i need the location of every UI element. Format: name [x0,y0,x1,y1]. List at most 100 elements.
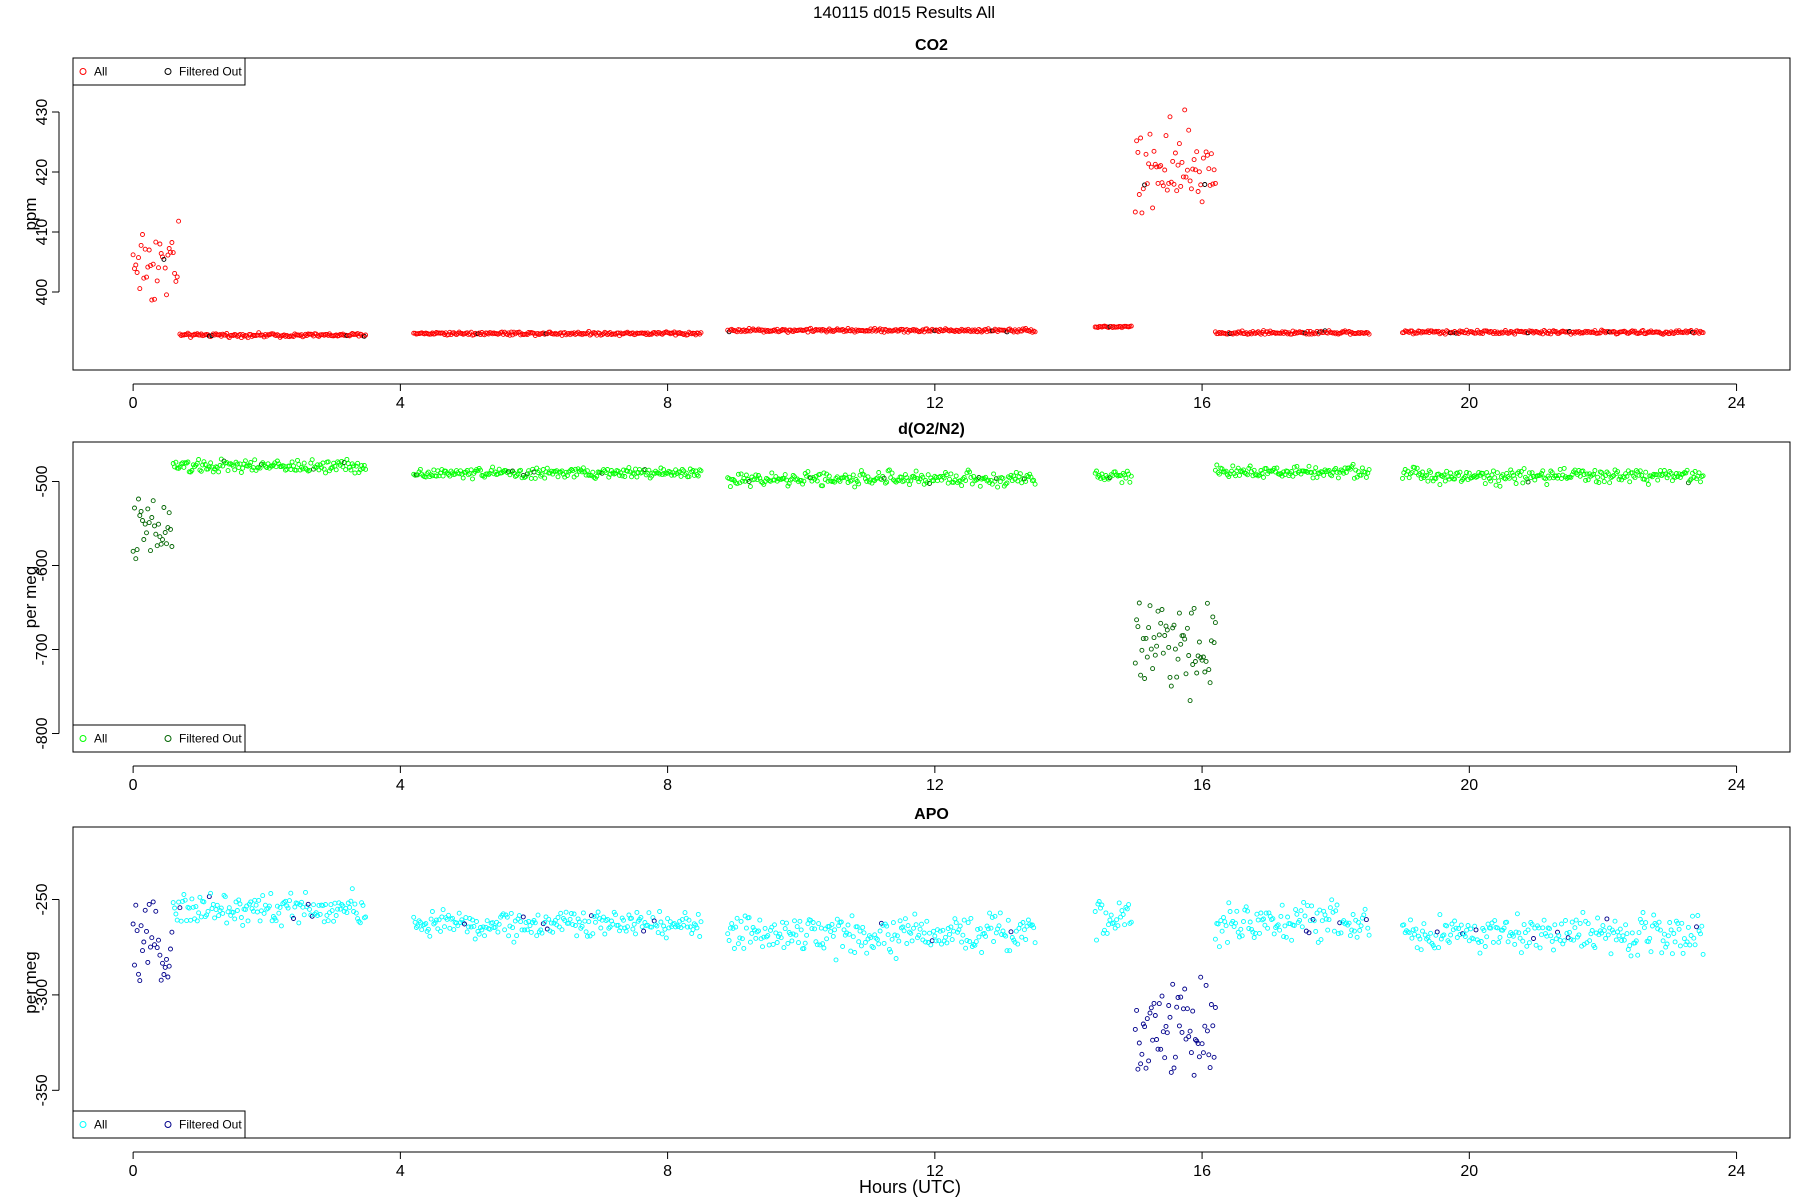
filtered-point [177,905,183,911]
all-point [572,923,578,928]
all-point [1623,922,1629,928]
all-point [833,957,839,963]
all-point [547,928,553,934]
all-point [228,461,234,467]
all-point [337,906,343,912]
all-point [478,925,483,930]
all-point [1601,479,1607,485]
apo-y-tick-label: -350 [34,1074,51,1106]
all-point [508,910,514,916]
all-point [1428,469,1434,475]
all-point [885,932,891,938]
all-point [805,469,811,475]
all-point [1175,162,1181,168]
all-point [1421,921,1427,927]
all-point [160,254,165,260]
all-point [1289,469,1295,474]
all-point [992,478,998,484]
filtered-point [149,935,155,941]
all-point [463,915,469,921]
all-point [1263,466,1269,471]
all-point [734,915,740,921]
all-point [1526,940,1532,946]
d-o2-n2-y-tick-label: -700 [34,633,51,665]
all-point [190,904,196,910]
all-point [841,927,847,933]
all-point [1641,925,1647,931]
all-point [1699,923,1705,929]
filtered-point [138,923,144,929]
all-point [820,483,826,489]
all-point [852,484,858,490]
all-point [563,909,569,915]
all-point [146,247,152,253]
all-point [1444,468,1450,474]
all-point [1635,952,1641,958]
all-point [252,897,258,903]
all-point [686,474,692,480]
all-point [1221,915,1226,920]
all-point [622,474,628,479]
filtered-point [148,944,153,950]
all-point [985,477,991,483]
all-point [1486,476,1492,481]
all-point [1020,920,1026,925]
all-point [1358,472,1364,478]
all-point [316,467,322,473]
all-point [1644,477,1650,483]
all-point [1600,923,1606,929]
filtered-point [1135,624,1141,630]
all-point [1234,908,1240,914]
all-point [226,905,232,911]
all-point [911,473,916,479]
all-point [1111,920,1117,926]
all-point [861,930,867,936]
all-point [1245,472,1250,478]
all-point [848,948,854,954]
all-point [631,921,637,927]
filtered-point [1160,650,1166,656]
all-point [1167,114,1173,120]
all-point [1005,917,1011,923]
all-point [824,936,830,942]
all-point [1484,934,1490,940]
all-point [955,929,961,935]
filtered-point [1202,1023,1208,1029]
all-point [1015,478,1021,484]
all-point [1572,330,1578,336]
filtered-point [156,937,161,943]
all-point [348,467,354,473]
all-point [969,481,975,487]
filtered-point [161,972,167,977]
all-point [968,915,974,921]
all-point [1539,471,1544,476]
filtered-point [1135,1066,1141,1072]
all-point [1640,910,1646,915]
apo-panel: APO 0 4 8 12 16 20 24 -350 -300 -250 per meg All Filt… [21,806,1791,1180]
all-point [1637,468,1643,474]
all-point [356,918,362,924]
filtered-point [133,902,139,908]
all-point [1251,467,1257,473]
all-point [1478,939,1484,944]
all-point [558,910,564,916]
all-point [1124,906,1130,912]
all-point [782,472,788,478]
co2-x-tick-label: 20 [1460,395,1478,412]
all-point [480,924,486,930]
all-point [925,472,931,478]
all-point [1019,480,1025,486]
apo-legend: All Filtered Out [72,1110,246,1139]
all-point [468,924,474,930]
all-point [353,910,359,916]
all-point [436,917,442,923]
all-point [1576,932,1582,938]
filtered-point [153,531,159,537]
all-point [1207,182,1213,188]
all-point [1592,328,1598,334]
figure-xlabel: Hours (UTC) [859,1177,961,1197]
all-point [1583,477,1589,483]
all-point [415,923,421,929]
filtered-point [1204,600,1210,606]
